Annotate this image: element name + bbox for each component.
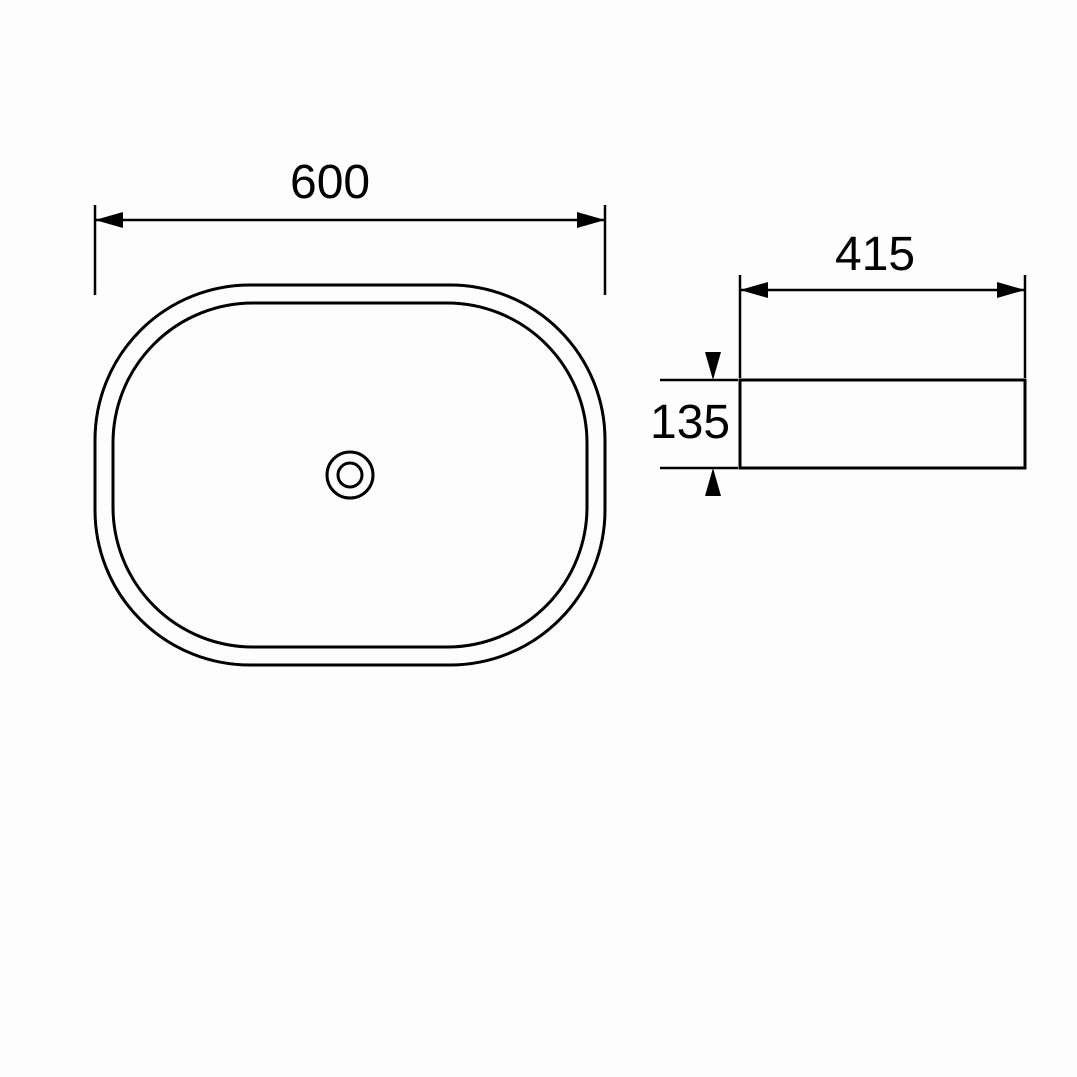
dim-415-label: 415 [835,227,915,282]
drain-inner-circle [338,463,362,487]
dim-135-label: 135 [650,395,730,450]
dim-600-label: 600 [290,155,370,210]
technical-drawing [0,0,1077,1077]
dim-600 [95,205,605,295]
side-profile-rect [740,380,1025,468]
basin-inner-edge [113,303,587,647]
top-view [95,205,605,665]
drain-outer-circle [327,452,373,498]
basin-outer-edge [95,285,605,665]
side-view [660,275,1025,496]
dim-415 [740,275,1025,378]
